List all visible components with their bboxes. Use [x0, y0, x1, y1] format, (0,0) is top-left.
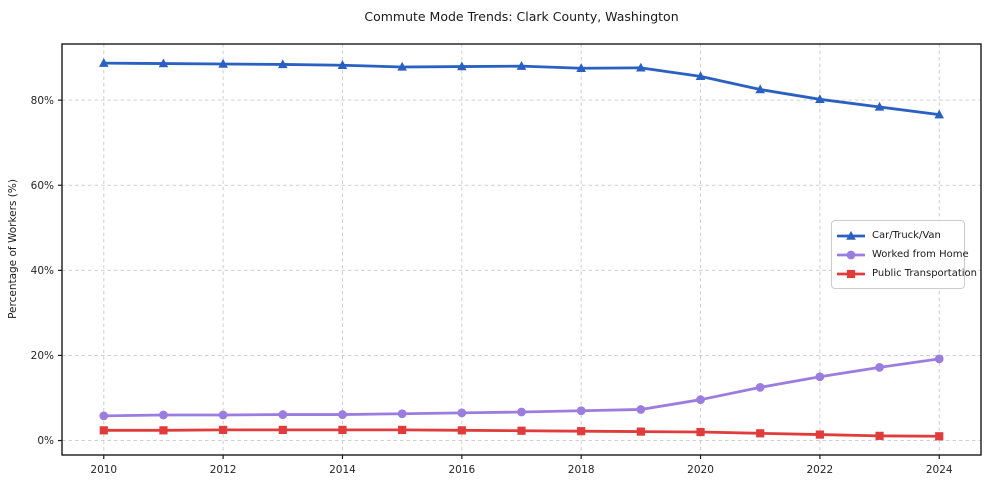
marker-worked-from-home	[576, 406, 586, 416]
legend-label: Public Transportation	[872, 268, 977, 279]
marker-worked-from-home	[159, 410, 168, 420]
marker-worked-from-home	[755, 382, 765, 392]
series-line-car-truck-van	[102, 61, 941, 117]
legend-marker-sample	[846, 250, 856, 259]
marker-car-truck-van	[874, 101, 885, 111]
marker-public-transportation	[517, 426, 526, 435]
marker-car-truck-van	[98, 58, 109, 67]
x-tick-label: 2010	[90, 464, 117, 476]
chart-title: Commute Mode Trends: Clark County, Washi…	[364, 9, 679, 24]
y-tick-label: 80%	[31, 95, 54, 107]
marker-public-transportation	[278, 425, 287, 434]
marker-public-transportation	[219, 425, 228, 434]
y-tick-label: 60%	[31, 180, 54, 192]
legend: Car/Truck/Van Worked from Home Public Tran…	[831, 220, 977, 289]
marker-worked-from-home	[875, 362, 884, 372]
legend-marker-sample	[846, 269, 856, 278]
marker-public-transportation	[159, 426, 168, 435]
marker-worked-from-home	[815, 372, 825, 382]
marker-car-truck-van	[457, 61, 467, 71]
marker-car-truck-van	[277, 59, 288, 69]
x-tick-label: 2014	[329, 464, 356, 476]
marker-public-transportation	[398, 425, 407, 434]
marker-public-transportation	[636, 427, 645, 436]
marker-public-transportation	[577, 427, 586, 436]
marker-car-truck-van	[815, 94, 825, 104]
legend-item-worked-from-home: Worked from Home	[837, 245, 969, 264]
marker-public-transportation	[338, 425, 347, 434]
marker-car-truck-van	[755, 84, 766, 94]
marker-car-truck-van	[397, 61, 407, 71]
x-tick-label: 2024	[926, 464, 953, 476]
marker-worked-from-home	[218, 410, 228, 420]
marker-car-truck-van	[337, 60, 348, 69]
marker-worked-from-home	[99, 411, 109, 421]
marker-worked-from-home	[696, 395, 705, 405]
marker-worked-from-home	[278, 410, 288, 419]
y-tick-label: 0%	[37, 435, 54, 447]
y-tick-label: 40%	[31, 265, 54, 277]
marker-public-transportation	[99, 426, 108, 435]
legend-marker-sample	[846, 230, 856, 240]
legend-circle-icon	[837, 250, 865, 259]
marker-worked-from-home	[457, 408, 467, 418]
marker-public-transportation	[935, 432, 944, 441]
x-tick-label: 2016	[448, 464, 475, 476]
x-tick-label: 2022	[807, 464, 834, 476]
marker-public-transportation	[457, 426, 466, 435]
marker-car-truck-van	[576, 63, 586, 72]
marker-car-truck-van	[218, 58, 228, 68]
legend-triangle-icon	[837, 230, 865, 240]
legend-label: Worked from Home	[872, 249, 969, 260]
legend-item-public-transportation: Public Transportation	[837, 264, 977, 283]
marker-public-transportation	[756, 429, 765, 438]
marker-car-truck-van	[695, 71, 706, 81]
series-line-worked-from-home	[102, 357, 941, 418]
plot-border	[61, 43, 982, 456]
legend-label: Car/Truck/Van	[872, 230, 941, 241]
x-tick-label: 2018	[568, 464, 595, 476]
x-tick-label: 2020	[687, 464, 714, 476]
y-tick-label: 20%	[31, 350, 54, 362]
legend-item-car-truck-van: Car/Truck/Van	[837, 226, 957, 245]
marker-car-truck-van	[516, 61, 527, 70]
marker-public-transportation	[696, 427, 705, 437]
legend-square-icon	[837, 269, 865, 278]
marker-worked-from-home	[397, 409, 407, 419]
marker-worked-from-home	[934, 354, 944, 364]
marker-car-truck-van	[158, 58, 169, 68]
marker-worked-from-home	[338, 410, 347, 419]
marker-public-transportation	[815, 430, 824, 439]
marker-car-truck-van	[636, 62, 646, 72]
marker-worked-from-home	[636, 405, 646, 414]
marker-car-truck-van	[934, 109, 945, 119]
marker-public-transportation	[875, 431, 884, 440]
marker-worked-from-home	[517, 407, 526, 417]
x-tick-label: 2012	[210, 464, 237, 476]
